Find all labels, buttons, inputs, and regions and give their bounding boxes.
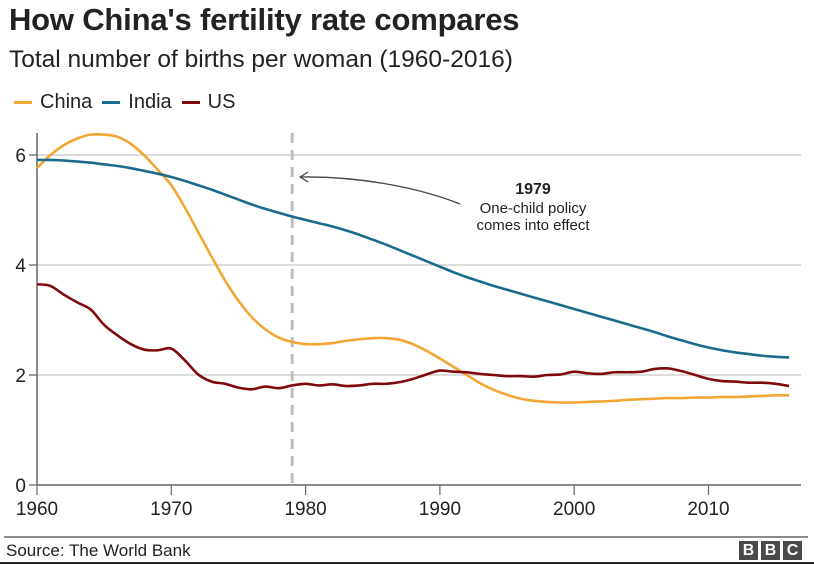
bottom-divider	[0, 562, 814, 564]
gridlines	[37, 154, 801, 376]
annotation-line-1: One-child policy	[480, 200, 587, 217]
legend-swatch-us	[181, 101, 200, 104]
annotation-line-2: comes into effect	[476, 217, 590, 234]
chart-subtitle: Total number of births per woman (1960-2…	[9, 46, 513, 73]
x-tick-label: 2000	[553, 499, 595, 520]
bbc-logo-letter: B	[761, 541, 780, 560]
legend-label-india: India	[128, 91, 172, 113]
bbc-logo-letter: B	[739, 541, 758, 560]
legend-item-china: China	[14, 91, 92, 114]
chart-title: How China's fertility rate compares	[9, 2, 520, 37]
x-tick-label: 1970	[150, 499, 192, 520]
series-line-us	[36, 282, 790, 391]
bbc-logo-letter: C	[783, 541, 802, 560]
series-line-china	[36, 132, 790, 404]
annotation-arrowhead-icon	[298, 171, 309, 183]
series-line-india	[36, 158, 790, 359]
legend-label-us: US	[207, 91, 236, 113]
series-lines	[36, 132, 790, 404]
y-tick-label: 2	[15, 366, 26, 387]
y-tick-label: 6	[15, 146, 26, 167]
y-tick-label: 0	[15, 476, 26, 497]
x-tick-label: 1980	[284, 499, 326, 520]
legend-item-india: India	[102, 91, 172, 114]
legend: China India US	[14, 91, 245, 114]
chart-area: 0 2 4 6 1960 1970 1980 1990 2000 2010 1979 One-ch…	[15, 132, 801, 520]
legend-swatch-india	[102, 101, 121, 104]
annotation-year: 1979	[515, 181, 551, 198]
y-tick-label: 4	[15, 256, 26, 277]
x-tick-label: 1960	[16, 499, 58, 520]
bbc-logo: B B C	[736, 541, 802, 560]
annotation-arrow	[300, 176, 461, 205]
legend-label-china: China	[40, 91, 93, 113]
legend-item-us: US	[181, 91, 236, 114]
annotation: 1979 One-child policy comes into effect	[298, 171, 590, 234]
axes: 0 2 4 6 1960 1970 1980 1990 2000 2010	[15, 133, 801, 520]
source-note: Source: The World Bank	[6, 541, 191, 560]
x-tick-label: 2010	[687, 499, 729, 520]
legend-swatch-china	[14, 101, 32, 104]
x-tick-label: 1990	[419, 499, 461, 520]
footer-divider	[4, 536, 808, 538]
